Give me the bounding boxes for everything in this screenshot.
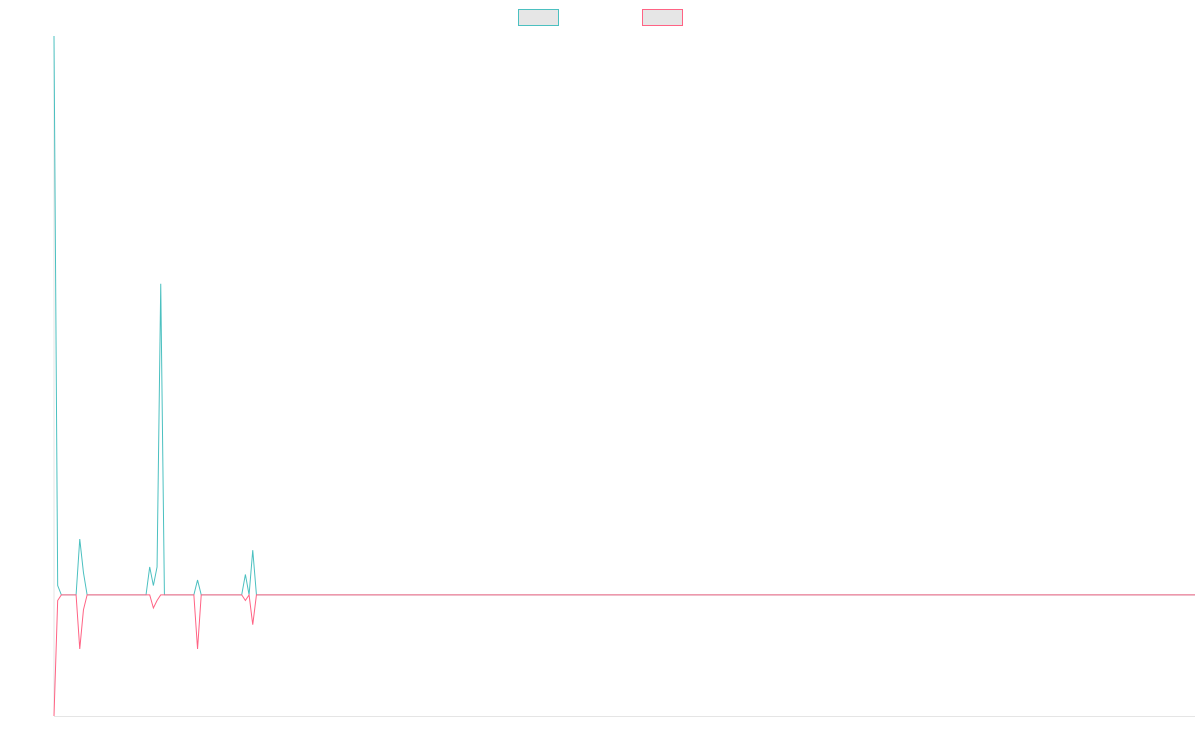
legend-swatch-2[interactable] [642,9,683,26]
series-lines [53,35,1195,717]
series-line-2 [53,593,1195,717]
series-line-1 [53,35,1195,596]
axes [53,36,1195,717]
legend-swatch-1[interactable] [518,9,559,26]
legend [518,9,683,26]
